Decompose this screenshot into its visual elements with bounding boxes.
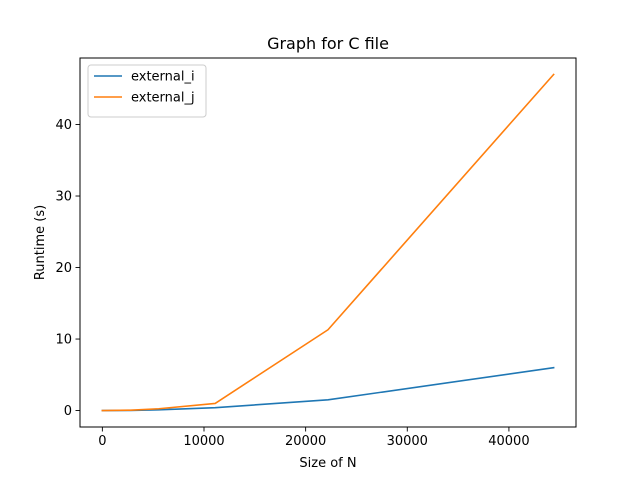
y-axis-label: Runtime (s)	[33, 205, 48, 280]
legend-box	[87, 64, 207, 118]
y-tick-label: 40	[55, 118, 72, 133]
x-tick-label: 0	[98, 434, 106, 449]
legend-label-external_j: external_j	[131, 91, 195, 106]
x-axis-label: Size of N	[299, 456, 356, 471]
legend: external_i external_j	[87, 64, 207, 118]
y-tick-label: 0	[64, 404, 72, 419]
x-axis: 0 10000 20000 30000 40000	[98, 427, 530, 449]
series-line-external_j	[101, 73, 555, 412]
y-tick-label: 30	[55, 190, 72, 205]
plot-frame	[79, 57, 577, 428]
x-tick-label: 20000	[285, 434, 326, 449]
x-tick-label: 30000	[387, 434, 428, 449]
x-tick-label: 10000	[183, 434, 224, 449]
y-axis: 0 10 20 30 40	[55, 118, 80, 419]
y-tick-label: 20	[55, 261, 72, 276]
y-tick-label: 10	[55, 333, 72, 348]
x-tick-label: 40000	[488, 434, 529, 449]
chart-title: Graph for C file	[267, 34, 389, 53]
legend-label-external_i: external_i	[131, 70, 195, 85]
series-layer	[101, 73, 555, 412]
